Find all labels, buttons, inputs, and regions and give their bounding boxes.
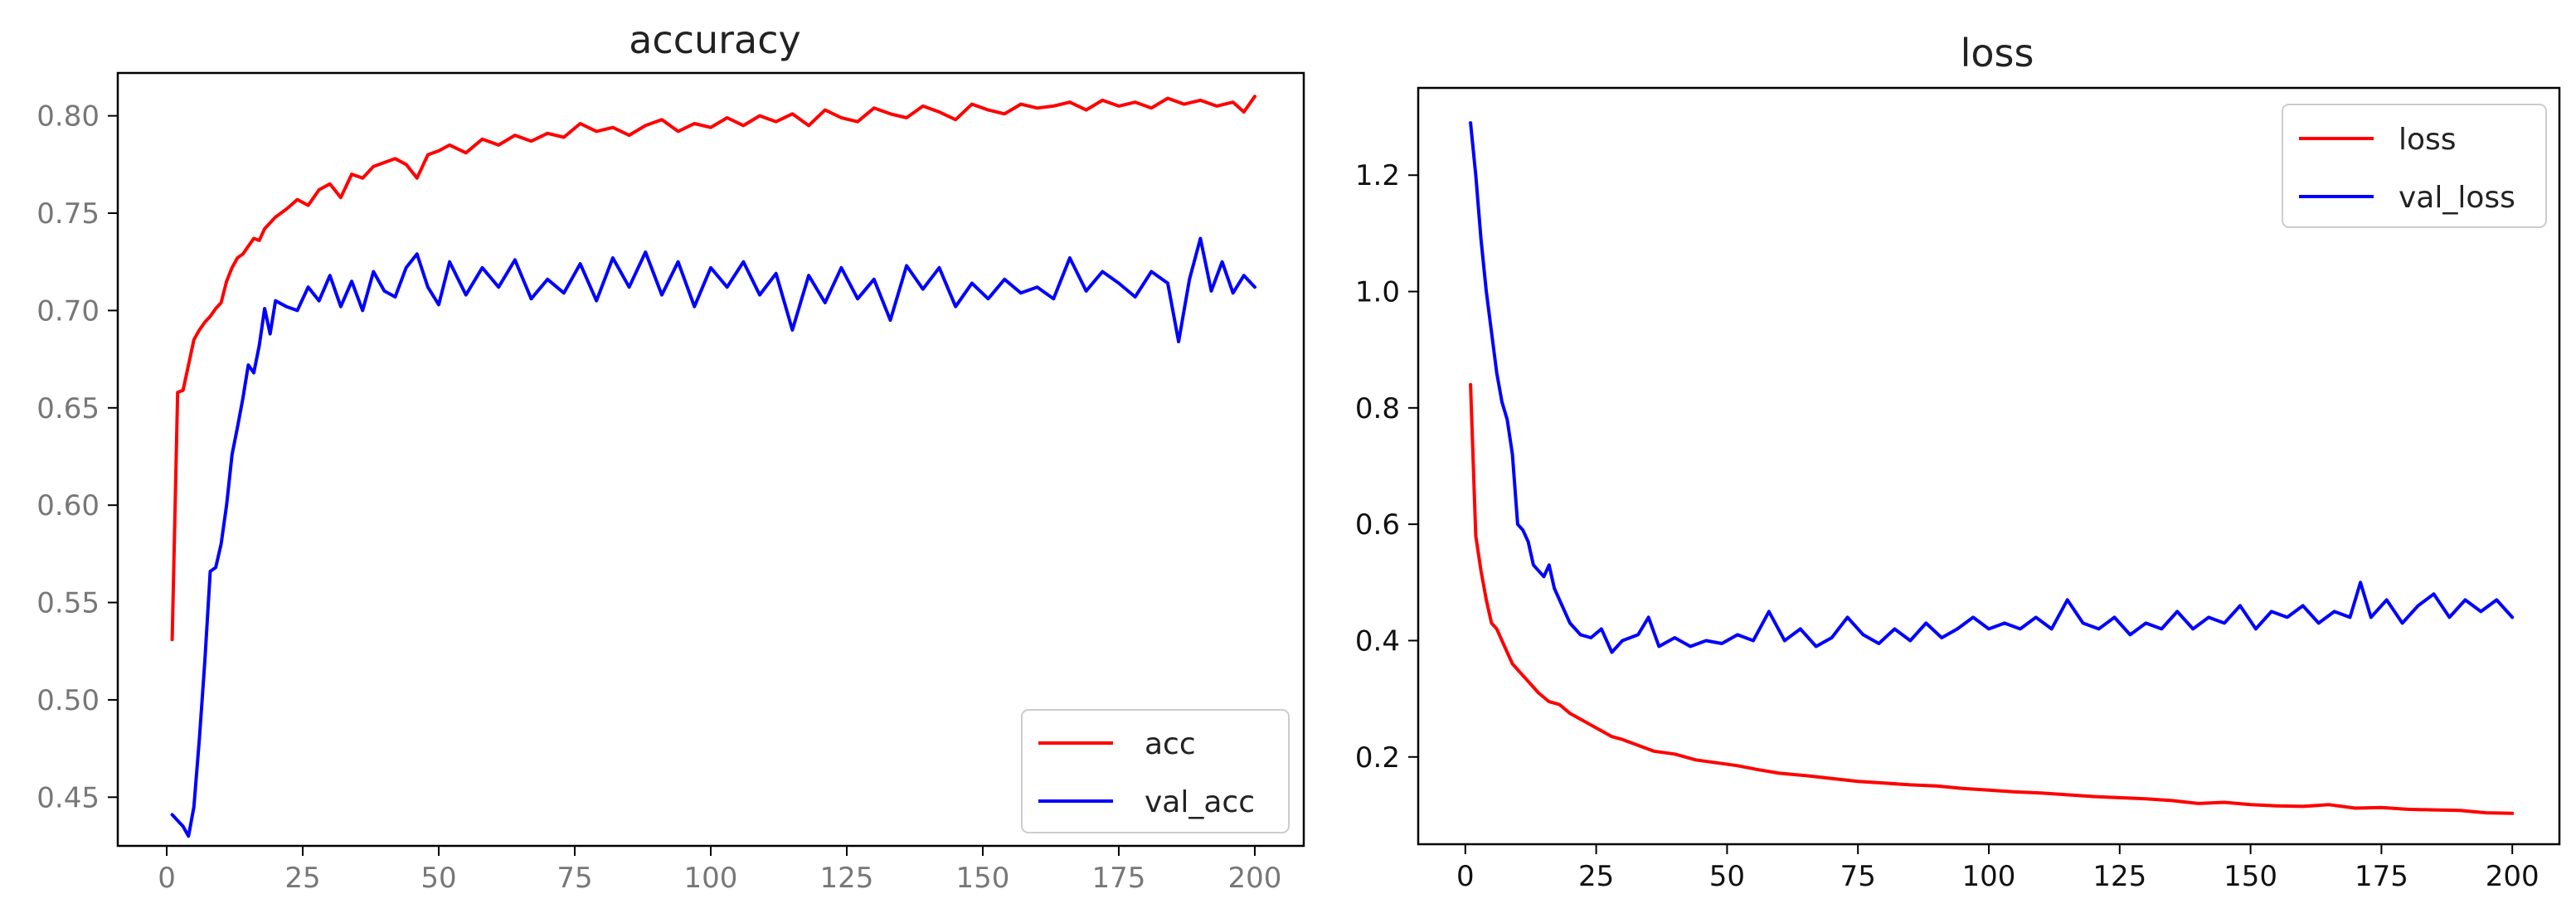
acc-y-tick-label: 0.50 (36, 684, 100, 717)
loss-y-tick-label: 0.2 (1355, 741, 1400, 775)
loss-x-tick-label: 25 (1578, 860, 1614, 893)
loss-lines (1469, 121, 2515, 815)
legend-label-val-loss: val_loss (2399, 181, 2515, 215)
accuracy-legend: acc val_acc (1021, 709, 1290, 833)
acc-x-tick-label: 150 (956, 862, 1010, 895)
acc-y-tick-label: 0.45 (36, 781, 100, 814)
accuracy-lines (170, 95, 1256, 838)
loss-y-tick-label: 0.4 (1355, 624, 1400, 658)
accuracy-chart-title: accuracy (629, 17, 801, 62)
acc-x-tick-label: 50 (420, 862, 456, 895)
acc-x-tick-label: 175 (1092, 862, 1146, 895)
accuracy-x-axis: 0 25 50 75 100 125 150 175 200 (158, 846, 1281, 895)
loss-x-tick-label: 125 (2092, 860, 2146, 893)
acc-x-tick-label: 125 (820, 862, 874, 895)
acc-x-tick-label: 100 (684, 862, 738, 895)
legend-label-acc: acc (1145, 727, 1196, 761)
loss-x-tick-label: 75 (1840, 860, 1876, 893)
loss-x-tick-label: 150 (2224, 860, 2277, 893)
loss-y-axis: 0.2 0.4 0.6 0.8 1.0 1.2 (1355, 159, 1418, 775)
loss-x-tick-label: 0 (1456, 860, 1475, 893)
accuracy-chart: accuracy 0 25 50 75 100 125 150 175 200 0.45 0.50… (36, 17, 1305, 895)
loss-y-tick-label: 1.0 (1355, 276, 1400, 309)
loss-x-tick-label: 50 (1709, 860, 1745, 893)
acc-y-tick-label: 0.60 (36, 489, 100, 522)
loss-chart-title: loss (1961, 31, 2034, 75)
acc-x-tick-label: 25 (284, 862, 320, 895)
acc-x-tick-label: 200 (1228, 862, 1282, 895)
series-line-loss (1469, 382, 2515, 815)
acc-y-tick-label: 0.65 (36, 392, 100, 425)
acc-y-tick-label: 0.70 (36, 294, 100, 328)
loss-x-tick-label: 100 (1962, 860, 2016, 893)
loss-chart: loss 0 25 50 75 100 125 150 175 200 0.2 0.4 0.6 0.8… (1355, 31, 2561, 893)
loss-y-tick-label: 0.8 (1355, 392, 1400, 425)
loss-legend: loss val_loss (2282, 104, 2547, 228)
acc-x-tick-label: 0 (158, 862, 176, 895)
loss-x-axis: 0 25 50 75 100 125 150 175 200 (1456, 844, 2540, 893)
acc-x-tick-label: 75 (557, 862, 592, 895)
loss-x-tick-label: 175 (2355, 860, 2408, 893)
loss-y-tick-label: 1.2 (1355, 159, 1400, 192)
legend-label-val-acc: val_acc (1145, 785, 1255, 819)
acc-y-tick-label: 0.75 (36, 197, 100, 231)
acc-y-tick-label: 0.80 (36, 100, 100, 134)
series-line-val-acc (170, 236, 1256, 838)
accuracy-y-axis: 0.45 0.50 0.55 0.60 0.65 0.70 0.75 0.80 (36, 100, 118, 814)
loss-y-tick-label: 0.6 (1355, 508, 1400, 542)
series-line-acc (170, 95, 1256, 642)
series-line-val-loss (1469, 121, 2515, 654)
acc-y-tick-label: 0.55 (36, 587, 100, 620)
loss-x-tick-label: 200 (2486, 860, 2540, 893)
legend-label-loss: loss (2399, 123, 2457, 157)
